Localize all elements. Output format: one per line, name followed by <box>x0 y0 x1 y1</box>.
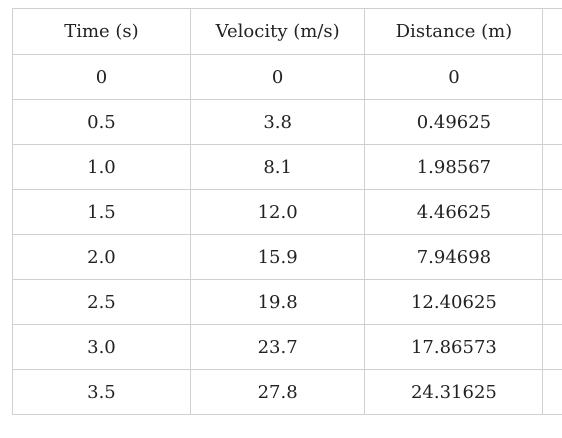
table-cell: 23.7 <box>189 324 366 370</box>
table-cell: 12.40625 <box>364 279 544 325</box>
cell <box>542 279 562 325</box>
table-cell: 7.94698 <box>364 234 544 280</box>
table-row: 3.0 23.7 17.86573 <box>12 324 562 370</box>
cell <box>542 324 562 370</box>
table-cell: 1.98567 <box>364 144 544 190</box>
table-cell: 24.31625 <box>364 369 544 415</box>
table-cell: 1.0 <box>12 144 191 190</box>
table-cell: 0 <box>364 54 544 100</box>
table-cell: 0 <box>12 54 191 100</box>
table-cell: 2.5 <box>12 279 191 325</box>
table-cell: 1.5 <box>12 189 191 235</box>
column-header: Velocity (m/s) <box>189 8 366 55</box>
table-cell: 3.5 <box>12 369 191 415</box>
cell <box>542 189 562 235</box>
cell <box>542 369 562 415</box>
table-row: 2.5 19.8 12.40625 <box>12 279 562 325</box>
cell <box>542 54 562 100</box>
table-cell: 3.0 <box>12 324 191 370</box>
table-cell: 17.86573 <box>364 324 544 370</box>
table-cell: 12.0 <box>189 189 366 235</box>
column-header: Distance (m) <box>364 8 544 55</box>
table-row: 1.5 12.0 4.46625 <box>12 189 562 235</box>
cell <box>542 144 562 190</box>
data-table: Time (s) Velocity (m/s) Distance (m) 0 0 0 0.… <box>12 8 562 415</box>
table-cell: 0 <box>189 54 366 100</box>
table-cell: 2.0 <box>12 234 191 280</box>
cell <box>542 8 562 55</box>
table-row: 0.5 3.8 0.49625 <box>12 99 562 145</box>
header-row: Time (s) Velocity (m/s) Distance (m) <box>12 8 562 55</box>
table-row: 3.5 27.8 24.31625 <box>12 369 562 415</box>
table-row: 2.0 15.9 7.94698 <box>12 234 562 280</box>
table-cell: 27.8 <box>189 369 366 415</box>
table-cell: 3.8 <box>189 99 366 145</box>
table-cell: 0.49625 <box>364 99 544 145</box>
cell <box>542 99 562 145</box>
table-row: 1.0 8.1 1.98567 <box>12 144 562 190</box>
table-body: 0 0 0 0.5 3.8 0.49625 1.0 8.1 1.98567 1.5 12.0 4.46… <box>12 54 562 415</box>
table-cell: 4.46625 <box>364 189 544 235</box>
cell <box>542 234 562 280</box>
table-cell: 15.9 <box>189 234 366 280</box>
table-cell: 0.5 <box>12 99 191 145</box>
table-cell: 8.1 <box>189 144 366 190</box>
table-cell: 19.8 <box>189 279 366 325</box>
column-header: Time (s) <box>12 8 191 55</box>
